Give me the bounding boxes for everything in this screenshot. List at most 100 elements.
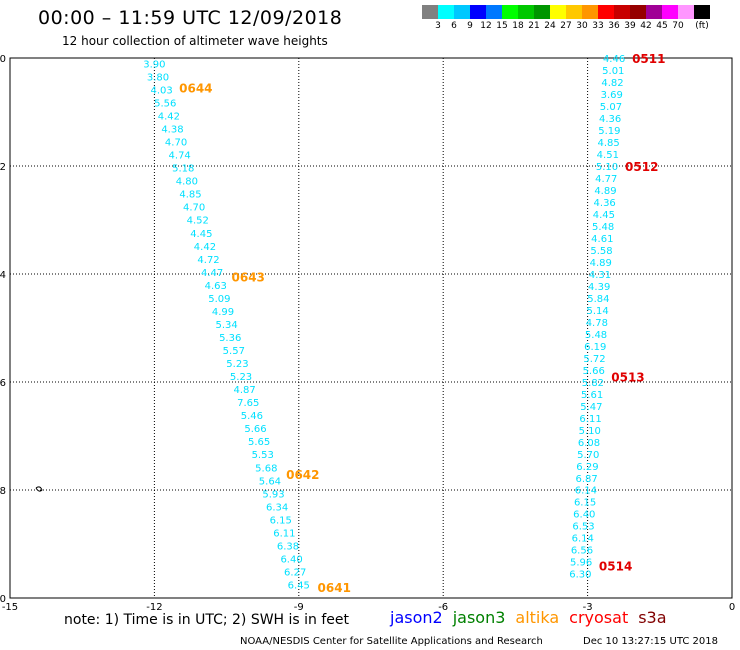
right-track-time-label: 0514 bbox=[599, 560, 632, 574]
legend-swatch bbox=[630, 5, 646, 19]
left-track-wave-value: 4.45 bbox=[190, 229, 212, 240]
left-track-time-label: 0644 bbox=[179, 82, 212, 96]
left-track-wave-value: 5.64 bbox=[259, 476, 281, 487]
left-track-wave-value: 6.27 bbox=[284, 567, 306, 578]
legend-swatch bbox=[582, 5, 598, 19]
right-track-wave-value: 5.10 bbox=[596, 162, 618, 173]
chart-subtitle: 12 hour collection of altimeter wave hei… bbox=[62, 34, 328, 48]
left-track-wave-value: 6.38 bbox=[277, 541, 299, 552]
y-tick-label: -4 bbox=[0, 270, 6, 281]
right-track-time-label: 0511 bbox=[632, 52, 665, 66]
x-tick-label: -12 bbox=[146, 602, 162, 613]
legend-swatch bbox=[566, 5, 582, 19]
right-track-wave-value: 4.89 bbox=[590, 258, 612, 269]
right-track-wave-value: 5.96 bbox=[570, 558, 592, 569]
right-track-wave-value: 6.29 bbox=[576, 462, 598, 473]
right-track-wave-value: 5.19 bbox=[598, 126, 620, 137]
right-track-wave-value: 5.61 bbox=[581, 390, 603, 401]
legend-swatch bbox=[518, 5, 534, 19]
left-track-wave-value: 4.42 bbox=[158, 112, 180, 123]
left-track-wave-value: 4.99 bbox=[212, 307, 234, 318]
right-track-wave-value: 5.66 bbox=[583, 366, 605, 377]
right-track-wave-value: 6.11 bbox=[579, 414, 601, 425]
right-track-wave-value: 6.14 bbox=[572, 534, 594, 545]
legend-swatch bbox=[486, 5, 502, 19]
x-tick-label: -6 bbox=[438, 602, 448, 613]
left-track-wave-value: 7.65 bbox=[237, 398, 259, 409]
color-legend: 3 6 9 12 15 18 21 24 27 30 33 36 39 42 45 70 (ft) bbox=[422, 5, 710, 31]
left-track-wave-value: 5.23 bbox=[230, 372, 252, 383]
left-track-wave-value: 5.36 bbox=[219, 333, 241, 344]
left-track-wave-value: 5.46 bbox=[241, 411, 263, 422]
legend-label: 18 bbox=[512, 21, 524, 31]
legend-swatch bbox=[678, 5, 694, 19]
y-tick-label: -2 bbox=[0, 162, 6, 173]
left-track-wave-value: 6.34 bbox=[266, 502, 288, 513]
legend-label: 6 bbox=[451, 21, 457, 31]
right-track-wave-value: 5.48 bbox=[592, 222, 614, 233]
left-track-wave-value: 6.45 bbox=[288, 581, 310, 592]
right-track-wave-value: 4.85 bbox=[597, 138, 619, 149]
legend-swatch bbox=[694, 5, 710, 19]
left-track-wave-value: 3.90 bbox=[143, 59, 165, 70]
left-track-time-label: 0643 bbox=[232, 271, 265, 285]
footer-timestamp: Dec 10 13:27:15 UTC 2018 bbox=[583, 636, 718, 647]
left-track-wave-value: 4.80 bbox=[176, 177, 198, 188]
right-track-wave-value: 4.36 bbox=[594, 198, 616, 209]
right-track-wave-value: 5.14 bbox=[586, 306, 608, 317]
left-track-wave-value: 4.74 bbox=[169, 151, 191, 162]
legend-label: 39 bbox=[624, 21, 636, 31]
right-track-wave-value: 4.61 bbox=[591, 234, 613, 245]
left-track-wave-value: 5.34 bbox=[215, 320, 237, 331]
legend-swatch bbox=[534, 5, 550, 19]
left-track-wave-value: 5.53 bbox=[252, 450, 274, 461]
left-track-wave-value: 4.70 bbox=[165, 138, 187, 149]
y-tick-label: -6 bbox=[0, 378, 6, 389]
right-track-wave-value: 4.36 bbox=[599, 114, 621, 125]
right-track-wave-value: 5.48 bbox=[585, 330, 607, 341]
right-track-wave-value: 4.31 bbox=[589, 270, 611, 281]
legend-label: 3 bbox=[435, 21, 441, 31]
legend-swatch bbox=[598, 5, 614, 19]
right-track-wave-value: 4.45 bbox=[593, 210, 615, 221]
left-track-wave-value: 4.87 bbox=[234, 385, 256, 396]
right-track-wave-value: 6.87 bbox=[576, 474, 598, 485]
left-track-time-label: 0641 bbox=[318, 581, 351, 595]
x-tick-label: 0 bbox=[729, 602, 735, 613]
legend-swatch bbox=[646, 5, 662, 19]
legend-label: (ft) bbox=[695, 21, 709, 31]
right-track-wave-value: 5.10 bbox=[579, 426, 601, 437]
satellite-legend: jason2 jason3 altika cryosat s3a bbox=[390, 608, 677, 627]
left-track-wave-value: 4.42 bbox=[194, 242, 216, 253]
satellite-cryosat: cryosat bbox=[569, 608, 629, 627]
legend-label: 70 bbox=[672, 21, 684, 31]
right-track-wave-value: 4.39 bbox=[588, 282, 610, 293]
legend-swatch bbox=[454, 5, 470, 19]
right-track-wave-value: 6.40 bbox=[573, 510, 595, 521]
footer-credit: NOAA/NESDIS Center for Satellite Applica… bbox=[240, 636, 543, 647]
left-track-wave-value: 4.38 bbox=[161, 125, 183, 136]
right-track-wave-value: 6.30 bbox=[569, 570, 591, 581]
y-tick-label: -8 bbox=[0, 486, 6, 497]
right-track-time-label: 0513 bbox=[611, 371, 644, 385]
legend-swatch bbox=[422, 5, 438, 19]
y-tick-label: -10 bbox=[0, 594, 6, 605]
legend-label: 27 bbox=[560, 21, 572, 31]
legend-label: 30 bbox=[576, 21, 588, 31]
legend-label: 9 bbox=[467, 21, 473, 31]
right-track-wave-value: 5.58 bbox=[590, 246, 612, 257]
left-track-wave-value: 6.15 bbox=[270, 515, 292, 526]
left-track-wave-value: 5.23 bbox=[226, 359, 248, 370]
legend-label: 36 bbox=[608, 21, 620, 31]
right-track-wave-value: 4.46 bbox=[603, 54, 625, 65]
right-track-wave-value: 4.77 bbox=[595, 174, 617, 185]
legend-swatch bbox=[470, 5, 486, 19]
right-track-time-label: 0512 bbox=[625, 160, 658, 174]
right-track-wave-value: 4.82 bbox=[601, 78, 623, 89]
x-tick-label: -15 bbox=[2, 602, 18, 613]
units-note: note: 1) Time is in UTC; 2) SWH is in fe… bbox=[64, 612, 350, 628]
right-track-wave-value: 5.84 bbox=[587, 294, 609, 305]
land-outline bbox=[35, 486, 43, 492]
left-track-wave-value: 4.03 bbox=[150, 85, 172, 96]
